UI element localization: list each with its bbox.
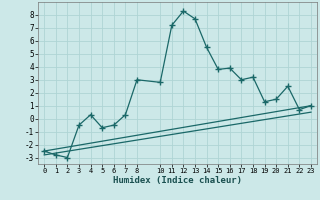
X-axis label: Humidex (Indice chaleur): Humidex (Indice chaleur) (113, 176, 242, 185)
